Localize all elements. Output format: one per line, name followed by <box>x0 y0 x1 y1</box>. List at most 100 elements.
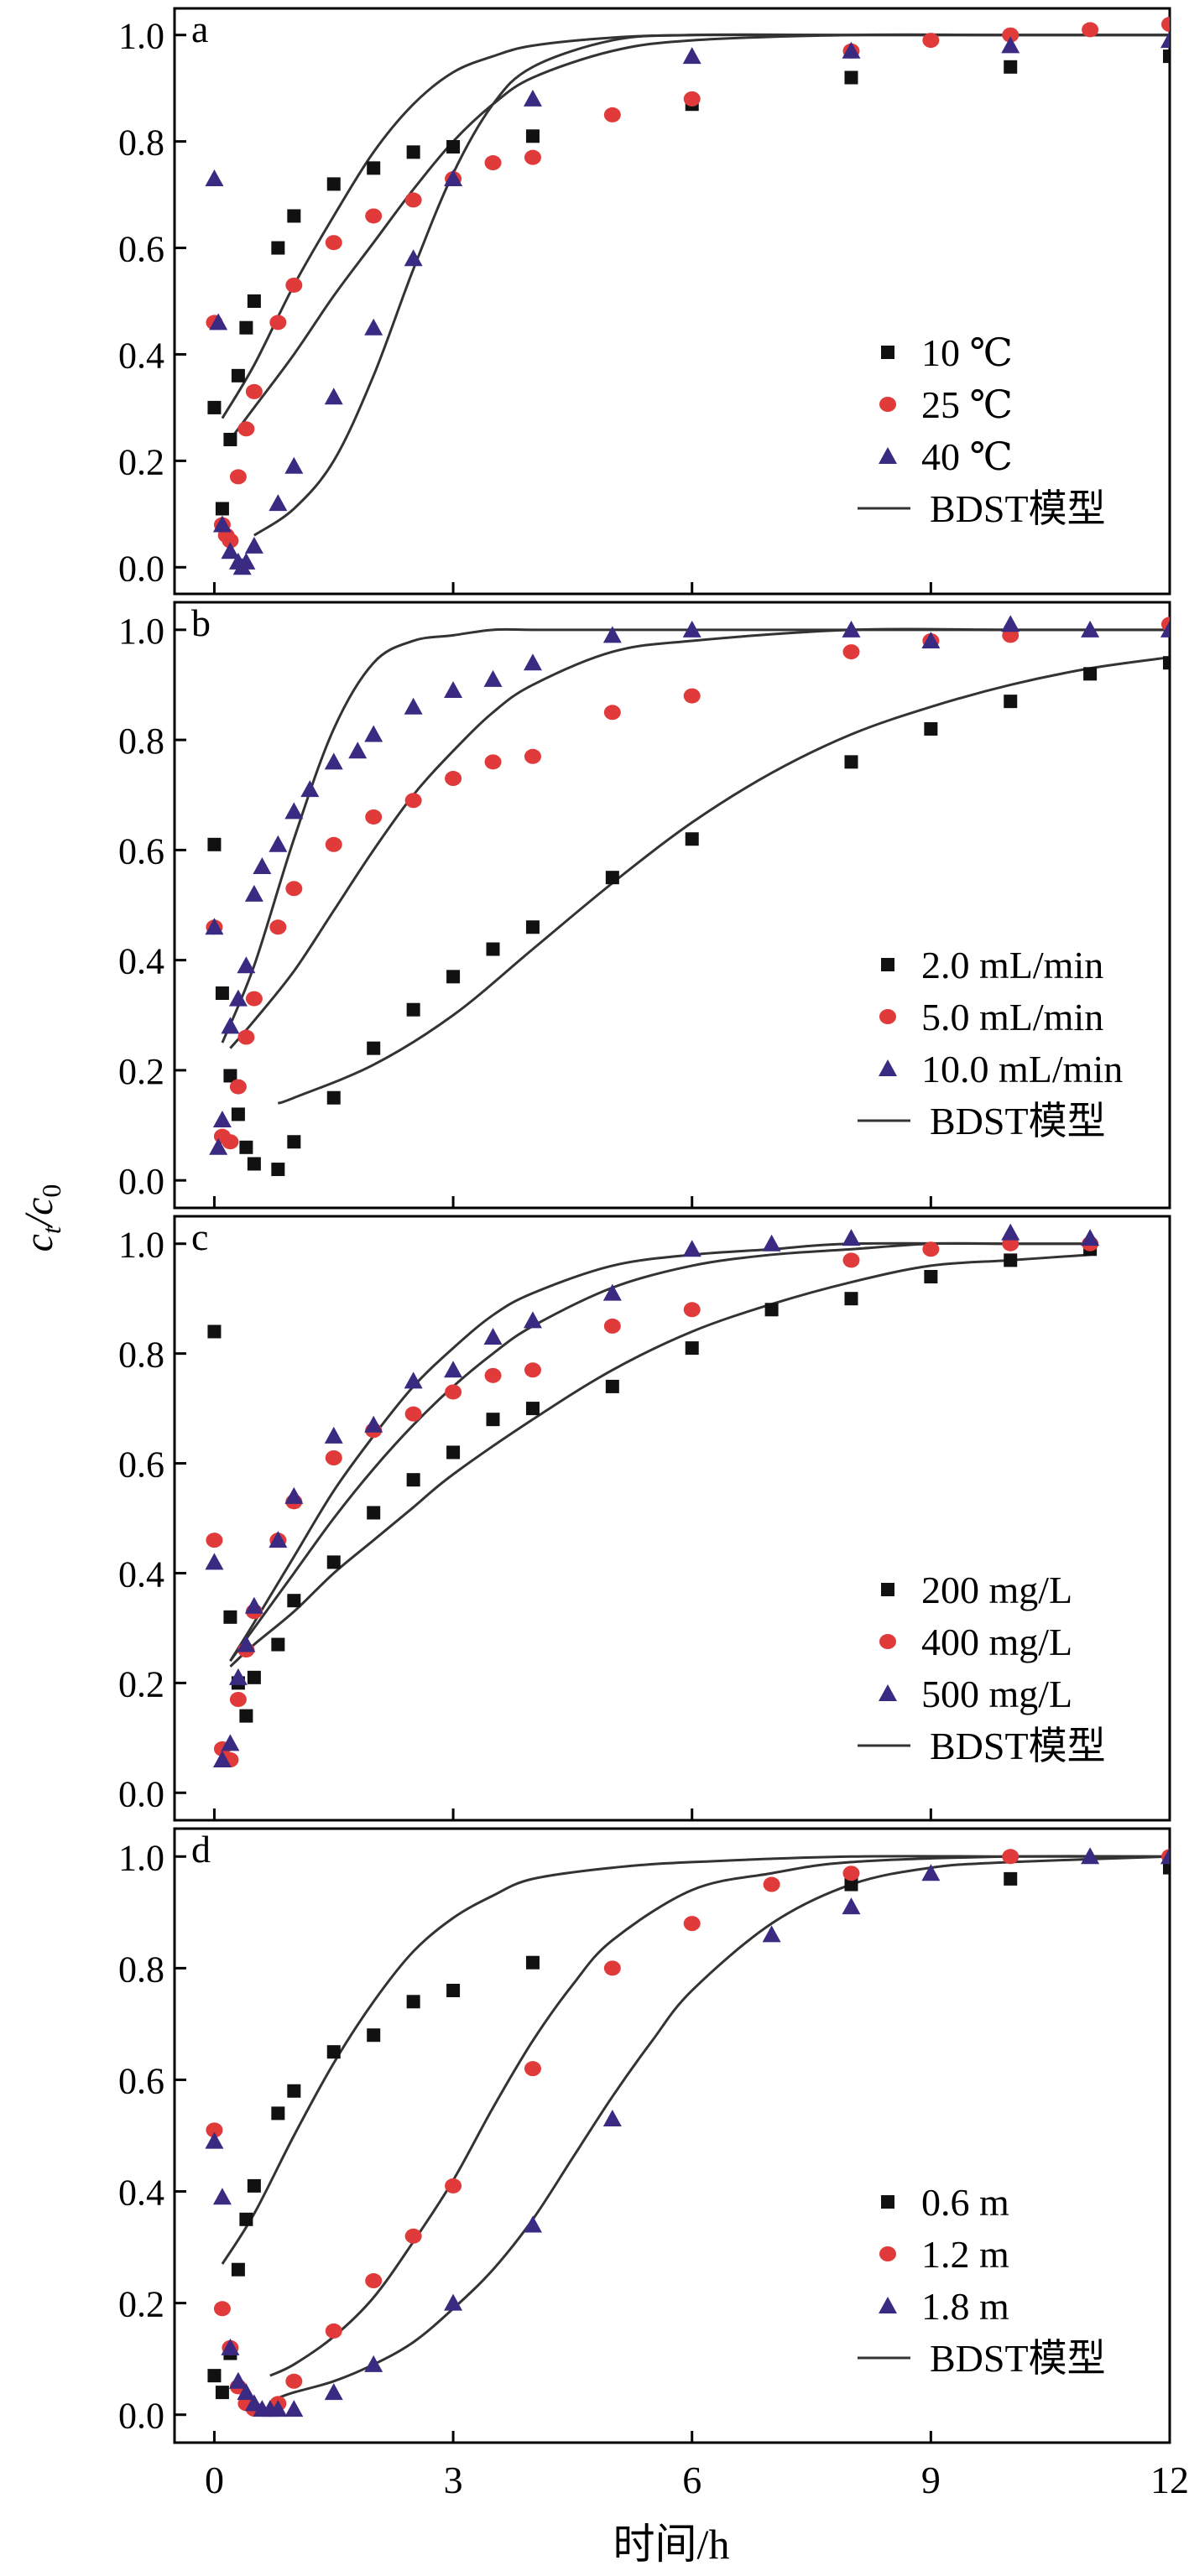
data-point <box>324 752 343 770</box>
panel-frame <box>173 1215 1171 1822</box>
legend: 200 mg/L 400 mg/L 500 mg/L BDST模型 <box>858 1569 1106 1767</box>
legend-marker <box>879 1684 897 1701</box>
data-point <box>367 1041 381 1055</box>
y-tick-label: 0.8 <box>118 122 164 164</box>
panel-frame <box>173 7 1171 596</box>
y-tick-label: 0.8 <box>118 1335 164 1376</box>
data-point <box>842 1252 860 1268</box>
data-point <box>603 705 621 721</box>
y-tick-label: 0.4 <box>118 1553 164 1595</box>
legend-label: 0.6 m <box>921 2181 1009 2224</box>
legend-marker <box>879 1009 896 1024</box>
data-point <box>605 1379 619 1393</box>
data-point <box>221 1734 240 1751</box>
data-point <box>205 2131 224 2149</box>
legend-label: 10.0 mL/min <box>921 1048 1123 1090</box>
y-tick-label: 0.0 <box>118 1773 164 1814</box>
data-point <box>229 1079 247 1095</box>
data-point <box>682 1240 701 1257</box>
y-tick-label: 0.6 <box>118 830 164 872</box>
y-tick-label: 1.0 <box>118 16 164 57</box>
data-point <box>287 2084 301 2098</box>
data-point <box>367 1506 381 1520</box>
x-tick-label: 0 <box>205 2459 224 2501</box>
data-point <box>605 871 619 885</box>
y-axis-title-main: c <box>17 1234 61 1252</box>
data-point <box>237 2383 256 2401</box>
data-point <box>1081 1229 1100 1246</box>
legend-label: 2.0 mL/min <box>921 944 1103 986</box>
panel-letter: c <box>191 1215 208 1258</box>
data-point <box>367 161 381 175</box>
legend-label: BDST模型 <box>930 1725 1106 1767</box>
y-tick-label: 0.8 <box>118 721 164 762</box>
data-point <box>284 802 304 820</box>
data-point <box>921 631 941 648</box>
data-point <box>207 2369 222 2383</box>
data-point <box>683 1916 701 1932</box>
model-curve <box>221 1855 1170 2265</box>
data-point <box>1002 1849 1020 1865</box>
data-point <box>404 1406 422 1422</box>
data-point <box>603 1318 621 1334</box>
data-point <box>842 1229 861 1246</box>
data-point <box>325 235 342 251</box>
legend-marker <box>879 1059 897 1076</box>
legend-marker <box>879 447 897 464</box>
data-point <box>247 1157 261 1171</box>
data-point <box>325 836 342 852</box>
data-point <box>682 47 701 65</box>
data-point <box>444 169 463 187</box>
data-point <box>207 1324 222 1339</box>
y-tick-label: 0.2 <box>118 2284 164 2325</box>
x-tick-label: 9 <box>921 2459 941 2501</box>
panel-frame <box>173 601 1171 1210</box>
model-curve <box>221 627 1170 1043</box>
data-point <box>685 832 699 846</box>
panel-frame <box>173 1827 1171 2444</box>
data-point <box>231 2262 245 2277</box>
legend-label: 500 mg/L <box>921 1673 1072 1715</box>
data-point <box>287 1135 301 1149</box>
data-point <box>1002 27 1020 43</box>
data-point <box>326 1090 341 1105</box>
data-point <box>364 725 383 742</box>
data-point <box>271 2106 285 2121</box>
data-point <box>209 1137 228 1155</box>
data-point <box>247 294 261 308</box>
model-curve <box>253 33 1170 537</box>
data-point <box>483 1328 503 1345</box>
plot-area <box>205 1847 1170 2417</box>
data-point <box>446 139 461 154</box>
data-point <box>284 1486 304 1504</box>
data-point <box>1081 620 1100 637</box>
data-point <box>446 1983 461 1997</box>
data-point <box>524 1362 541 1378</box>
y-tick-label: 0.6 <box>118 2060 164 2101</box>
data-point <box>602 1283 622 1301</box>
data-point <box>205 1553 224 1570</box>
data-point <box>205 169 224 187</box>
data-point <box>285 881 303 897</box>
data-point <box>231 1107 245 1121</box>
legend-marker <box>881 1583 894 1596</box>
legend-label: 40 ℃ <box>921 435 1013 478</box>
data-point <box>212 2188 232 2205</box>
data-point <box>404 1371 423 1389</box>
data-point <box>364 318 383 336</box>
data-point <box>842 620 861 637</box>
y-tick-label: 0.4 <box>118 941 164 982</box>
data-point <box>269 835 288 852</box>
data-point <box>239 1140 253 1154</box>
data-point <box>844 1292 858 1306</box>
model-curve <box>277 656 1170 1105</box>
data-point <box>207 837 222 851</box>
data-point <box>525 129 540 143</box>
data-point <box>287 1594 301 1608</box>
data-point <box>326 1555 341 1569</box>
data-point <box>206 2122 223 2138</box>
y-tick-label: 0.2 <box>118 1051 164 1092</box>
model-curve <box>269 1855 1170 2377</box>
data-point <box>406 1002 420 1017</box>
data-point <box>445 2178 462 2194</box>
